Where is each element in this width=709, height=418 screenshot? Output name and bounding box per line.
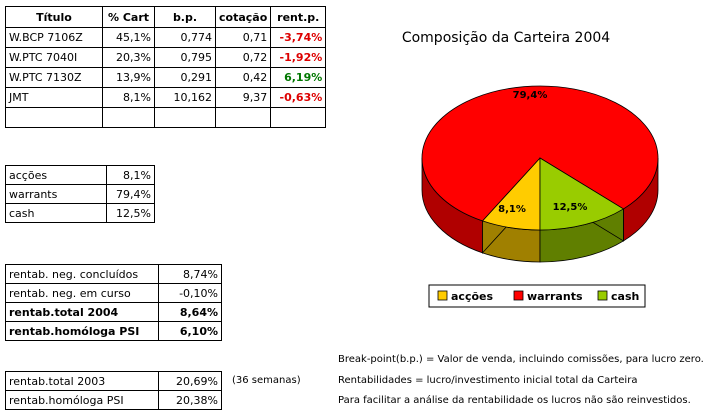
legend-label-cash: cash	[611, 290, 639, 303]
weeks-note: (36 semanas)	[232, 375, 301, 386]
cell-rentp: -3,74%	[270, 27, 327, 48]
rentab-2003-table: rentab.total 2003 20,69% rentab.homóloga…	[5, 371, 222, 410]
chart-title: Composição da Carteira 2004	[402, 30, 610, 46]
header-titulo: Título	[5, 6, 103, 28]
rentab-label: rentab. neg. em curso	[5, 283, 159, 303]
cell-empty	[270, 107, 327, 128]
cell-cotacao: 0,71	[214, 27, 272, 48]
header-cotacao: cotação	[214, 6, 272, 28]
cell-bp: 0,795	[154, 47, 216, 68]
note-rentabilidades: Rentabilidades = lucro/investimento inic…	[338, 375, 638, 386]
table-row: rentab. neg. em curso -0,10%	[5, 283, 222, 303]
header-cart: % Cart	[102, 6, 155, 28]
table-header-row: Título % Cart b.p. cotação rent.p.	[5, 6, 327, 28]
table-row: rentab.total 2003 20,69%	[5, 371, 222, 391]
cell-titulo: W.BCP 7106Z	[5, 27, 103, 48]
cell-empty	[102, 107, 155, 128]
table-row: rentab.homóloga PSI 20,38%	[5, 390, 222, 410]
table-row: W.PTC 7130Z 13,9% 0,291 0,42 6,19%	[5, 67, 327, 88]
cell-cotacao: 0,72	[214, 47, 272, 68]
allocation-table: acções 8,1% warrants 79,4% cash 12,5%	[5, 165, 155, 223]
pie-slice-warrants	[421, 85, 659, 222]
legend-label-warrants: warrants	[527, 290, 583, 303]
cell-cart: 8,1%	[102, 87, 155, 108]
alloc-value: 12,5%	[106, 203, 155, 223]
cell-bp: 10,162	[154, 87, 216, 108]
pie-slice-cash	[539, 157, 625, 231]
table-row: W.BCP 7106Z 45,1% 0,774 0,71 -3,74%	[5, 27, 327, 48]
data-label-cash: 12,5%	[553, 202, 588, 213]
rentab-label: rentab.homóloga PSI	[5, 321, 159, 341]
rentab-table: rentab. neg. concluídos 8,74% rentab. ne…	[5, 264, 222, 341]
cell-bp: 0,291	[154, 67, 216, 88]
rentab-value: 20,69%	[158, 371, 222, 391]
rentab-value: 8,64%	[158, 302, 222, 322]
rentab-value: 20,38%	[158, 390, 222, 410]
header-bp: b.p.	[154, 6, 216, 28]
cell-rentp: -0,63%	[270, 87, 327, 108]
header-rentp: rent.p.	[270, 6, 327, 28]
legend-swatch-cash	[597, 290, 608, 301]
table-row: acções 8,1%	[5, 165, 155, 185]
cell-cart: 45,1%	[102, 27, 155, 48]
data-label-warrants: 79,4%	[513, 90, 548, 101]
rentab-value: -0,10%	[158, 283, 222, 303]
legend-label-accoes: acções	[451, 290, 493, 303]
cell-cart: 13,9%	[102, 67, 155, 88]
alloc-label: warrants	[5, 184, 107, 204]
cell-cotacao: 0,42	[214, 67, 272, 88]
table-row: W.PTC 7040I 20,3% 0,795 0,72 -1,92%	[5, 47, 327, 68]
cell-titulo: W.PTC 7040I	[5, 47, 103, 68]
cell-empty	[5, 107, 103, 128]
cell-cotacao: 9,37	[214, 87, 272, 108]
rentab-value: 6,10%	[158, 321, 222, 341]
pie-chart: Composição da Carteira 2004 8,1% 79,4% 12,…	[402, 30, 659, 308]
data-label-accoes: 8,1%	[498, 204, 526, 215]
table-row: rentab.total 2004 8,64%	[5, 302, 222, 322]
alloc-value: 8,1%	[106, 165, 155, 185]
table-row: rentab.homóloga PSI 6,10%	[5, 321, 222, 341]
cell-cart: 20,3%	[102, 47, 155, 68]
pie-group: 8,1% 79,4% 12,5%	[421, 85, 659, 263]
legend-box	[428, 284, 646, 308]
chart-legend: acções warrants cash	[428, 284, 646, 308]
cell-empty	[154, 107, 216, 128]
cell-empty	[214, 107, 272, 128]
cell-titulo: W.PTC 7130Z	[5, 67, 103, 88]
cell-titulo: JMT	[5, 87, 103, 108]
table-row: warrants 79,4%	[5, 184, 155, 204]
rentab-value: 8,74%	[158, 264, 222, 284]
alloc-label: cash	[5, 203, 107, 223]
table-row: JMT 8,1% 10,162 9,37 -0,63%	[5, 87, 327, 108]
note-reinvest: Para facilitar a análise da rentabilidad…	[338, 395, 691, 406]
rentab-label: rentab.total 2004	[5, 302, 159, 322]
table-row-empty	[5, 107, 327, 128]
cell-rentp: 6,19%	[270, 67, 327, 88]
holdings-table: Título % Cart b.p. cotação rent.p. W.BCP…	[5, 6, 327, 128]
cell-bp: 0,774	[154, 27, 216, 48]
alloc-label: acções	[5, 165, 107, 185]
rentab-label: rentab. neg. concluídos	[5, 264, 159, 284]
table-row: rentab. neg. concluídos 8,74%	[5, 264, 222, 284]
alloc-value: 79,4%	[106, 184, 155, 204]
legend-swatch-warrants	[513, 290, 524, 301]
legend-swatch-accoes	[437, 290, 448, 301]
rentab-label: rentab.total 2003	[5, 371, 159, 391]
cell-rentp: -1,92%	[270, 47, 327, 68]
rentab-label: rentab.homóloga PSI	[5, 390, 159, 410]
table-row: cash 12,5%	[5, 203, 155, 223]
note-breakpoint: Break-point(b.p.) = Valor de venda, incl…	[338, 354, 704, 365]
